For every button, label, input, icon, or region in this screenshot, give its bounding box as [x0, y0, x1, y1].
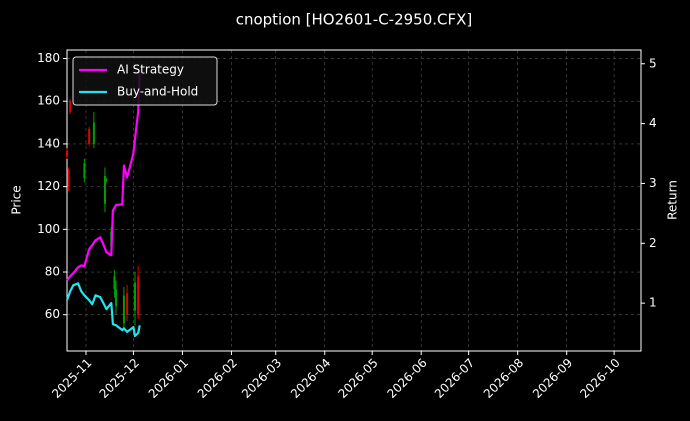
- y-tick-label: 180: [37, 51, 60, 65]
- candle-body: [83, 163, 86, 179]
- candle-body: [103, 175, 106, 204]
- x-tick-label: 2026-04: [288, 356, 333, 401]
- x-tick-label: 2026-10: [577, 356, 622, 401]
- y2-tick-label: 4: [649, 116, 657, 130]
- y-axis-label: Price: [10, 185, 24, 214]
- series-line: [66, 69, 141, 282]
- candle-body: [115, 289, 118, 307]
- candle-body: [126, 293, 129, 315]
- candle-body: [137, 276, 140, 315]
- candle-body: [133, 282, 136, 311]
- candle-body: [69, 101, 72, 112]
- x-tick-label: 2026-01: [146, 356, 191, 401]
- legend-label: AI Strategy: [117, 63, 184, 77]
- x-tick-label: 2026-02: [195, 356, 240, 401]
- y2-axis-label: Return: [666, 180, 680, 220]
- x-tick-label: 2026-08: [481, 356, 526, 401]
- x-tick-label: 2026-07: [432, 356, 477, 401]
- x-tick-label: 2026-05: [335, 356, 380, 401]
- candle-body: [88, 128, 91, 144]
- y-tick-label: 120: [37, 179, 60, 193]
- series-line: [65, 282, 141, 338]
- x-tick-label: 2026-09: [530, 356, 575, 401]
- candle-body: [92, 122, 95, 144]
- chart-title: cnoption [HO2601-C-2950.CFX]: [236, 11, 473, 29]
- y-tick-label: 100: [37, 222, 60, 236]
- y-tick-label: 60: [45, 307, 60, 321]
- candle-body: [67, 169, 70, 187]
- candle-body: [105, 179, 108, 181]
- y2-tick-label: 2: [649, 236, 657, 250]
- x-tick-label: 2026-06: [384, 356, 429, 401]
- x-tick-label: 2025-12: [97, 356, 142, 401]
- y2-tick-label: 3: [649, 176, 657, 190]
- y-tick-label: 160: [37, 94, 60, 108]
- y-tick-label: 80: [45, 265, 60, 279]
- y-tick-label: 140: [37, 136, 60, 150]
- candle-body: [122, 295, 125, 324]
- x-tick-label: 2026-03: [239, 356, 284, 401]
- x-tick-label: 2025-11: [49, 356, 94, 401]
- plot-frame: [66, 49, 642, 352]
- legend-label: Buy-and-Hold: [117, 85, 198, 99]
- candle-body: [66, 150, 68, 157]
- y2-tick-label: 5: [649, 56, 657, 70]
- legend-box: [72, 56, 218, 106]
- y2-tick-label: 1: [649, 296, 657, 310]
- candle-body: [113, 276, 116, 290]
